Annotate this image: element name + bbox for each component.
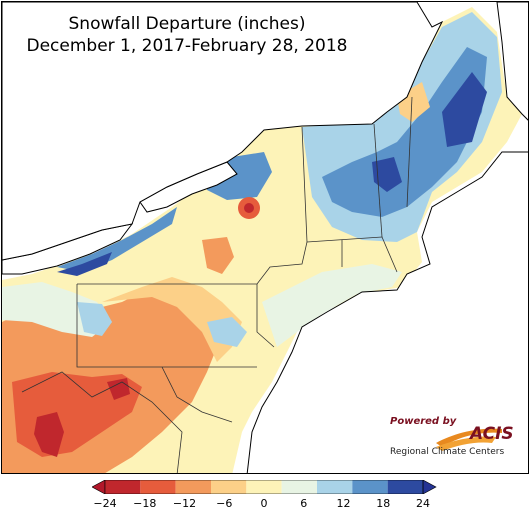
canada-east [496, 2, 528, 121]
region-deepblue-maine [442, 72, 487, 147]
acis-name: ACIS [470, 424, 514, 444]
snowfall-map: Snowfall Departure (inches) December 1, … [1, 1, 529, 474]
legend-tick-label: 18 [376, 497, 391, 510]
colorbar-segment [211, 480, 247, 494]
rcc-label: Regional Climate Centers [390, 447, 505, 457]
region-blue-lake-erie [57, 207, 177, 272]
legend-tick-label: −6 [216, 497, 233, 510]
colorbar-segment [281, 480, 317, 494]
colorbar-segment [387, 480, 423, 494]
region-lightblue-pa [207, 317, 247, 347]
atlantic-ocean [246, 151, 528, 473]
region-lightorange-mid [102, 277, 242, 362]
region-orange-maine [397, 82, 430, 122]
colorbar-segment [175, 480, 211, 494]
legend-tick-label: 12 [336, 497, 351, 510]
map-date-range: December 1, 2017-February 28, 2018 [26, 36, 348, 56]
colorbar-outline [104, 480, 424, 494]
colorbar-max-arrow [422, 480, 437, 494]
colorbar-min-arrow [92, 480, 106, 494]
acis-swoosh-icon [436, 428, 502, 451]
state-borders [21, 96, 413, 473]
legend-tick-label: 0 [260, 497, 268, 510]
colorbar-segment [352, 480, 388, 494]
region-palegreen-coast [262, 264, 402, 347]
region-lightblue-west [77, 302, 112, 336]
region-orange-ny [202, 237, 234, 274]
colorbar-segment [105, 480, 141, 494]
region-red-spot-core [244, 203, 254, 213]
canada-area [2, 2, 444, 261]
region-red-sw [34, 412, 64, 457]
acis-logo [384, 415, 524, 463]
legend-tick-label: −24 [93, 497, 117, 510]
legend-tick-label: −12 [172, 497, 197, 510]
colorbar-segment [246, 480, 282, 494]
powered-by-label: Powered by [390, 416, 457, 427]
legend-tick-label: −18 [133, 497, 157, 510]
map-title: Snowfall Departure (inches) [68, 14, 306, 34]
legend-tick-label: 24 [416, 497, 430, 510]
legend-colorbar [92, 480, 437, 494]
legend-tick-label: 6 [300, 497, 308, 510]
colorbar-segment [140, 480, 176, 494]
map-graphic [2, 2, 528, 473]
region-deepblue-lake-erie [57, 252, 112, 276]
colorbar-segment [317, 480, 353, 494]
region-deepblue-nh [372, 157, 402, 192]
region-blue-ne [322, 47, 487, 217]
